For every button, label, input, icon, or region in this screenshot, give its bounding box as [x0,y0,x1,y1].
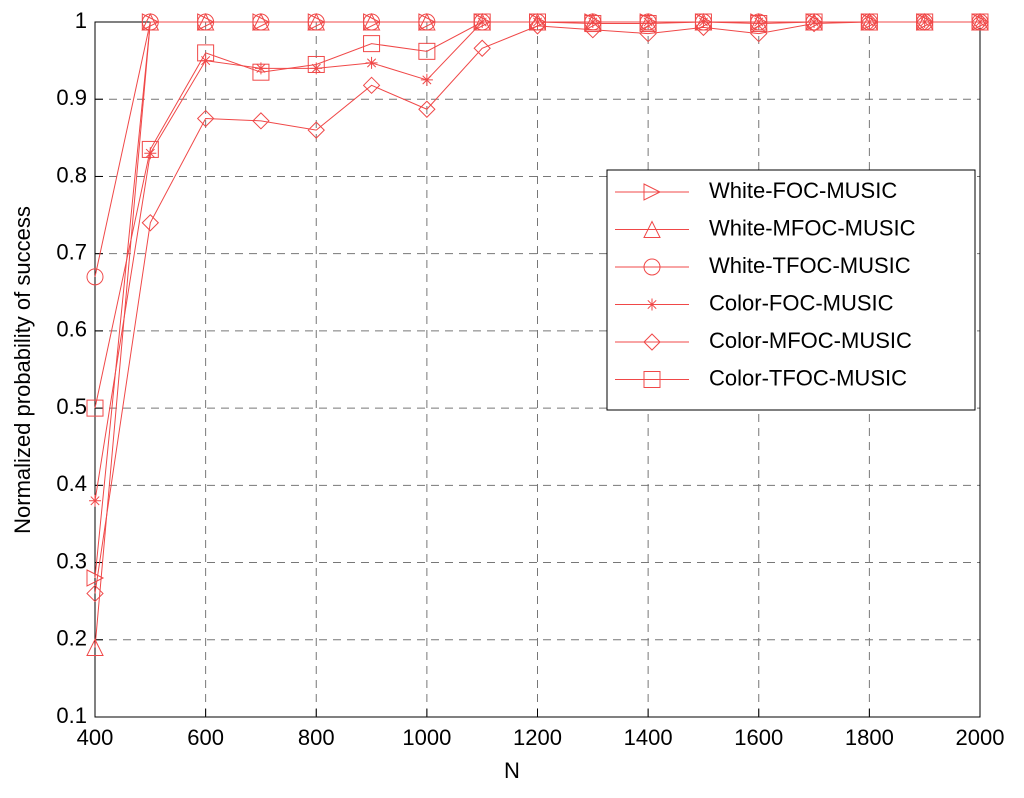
marker [141,13,159,31]
x-tick-label: 1800 [845,725,894,750]
x-tick-label: 1000 [402,725,451,750]
marker [141,140,159,158]
x-tick-label: 600 [187,725,224,750]
marker [363,35,381,53]
marker [528,17,547,35]
marker [307,121,325,139]
marker [420,73,433,86]
series-line [94,21,980,594]
marker [86,399,104,417]
legend-label: Color-MFOC-MUSIC [709,328,912,353]
marker [860,13,878,31]
marker [584,15,602,33]
x-tick-label: 1200 [513,725,562,750]
legend-marker [643,333,661,351]
marker [86,638,104,656]
marker [694,18,713,37]
marker [197,44,215,62]
marker [252,13,270,31]
legend-box [606,169,976,411]
marker [196,109,215,128]
marker [750,24,768,43]
series-line [94,21,980,409]
y-tick-label: 0.8 [56,162,87,187]
y-tick-label: 0.3 [56,548,87,573]
marker [473,39,491,57]
legend-marker [643,371,661,388]
marker [752,16,765,28]
marker [694,13,712,31]
legend-label: Color-FOC-MUSIC [709,290,894,315]
marker [252,112,270,130]
legend-label: White-MFOC-MUSIC [709,215,916,240]
x-tick-label: 2000 [956,725,1005,750]
legend-label: White-FOC-MUSIC [709,178,897,203]
y-tick-label: 0.4 [56,471,87,496]
y-tick-label: 0.7 [56,239,87,264]
marker [805,13,823,31]
y-tick-label: 0.5 [56,394,87,419]
legend-marker [643,220,661,238]
marker [252,63,270,81]
marker [639,15,657,33]
marker [86,268,104,286]
marker [310,62,323,75]
x-tick-label: 1600 [734,725,783,750]
legend-label: White-TFOC-MUSIC [709,253,911,278]
marker [418,13,436,31]
marker [805,14,823,33]
marker [418,42,436,60]
marker [529,13,546,31]
marker [473,13,491,31]
x-axis-label: N [504,758,520,783]
marker [197,13,215,31]
marker [971,13,989,31]
x-tick-label: 400 [77,725,114,750]
marker [916,13,934,31]
marker [750,15,768,33]
y-tick-label: 0.1 [56,703,87,728]
y-tick-label: 0.6 [56,317,87,342]
marker [254,62,267,75]
legend-marker [643,258,661,276]
legend-marker [643,183,662,201]
marker [584,21,602,39]
marker [642,16,655,28]
x-tick-label: 800 [298,725,335,750]
x-tick-label: 1400 [624,725,673,750]
marker [86,569,105,587]
marker [365,56,378,69]
legend-label: Color-TFOC-MUSIC [709,365,907,390]
legend-marker [646,298,658,311]
marker [307,55,325,73]
marker [418,100,436,118]
marker [144,147,157,160]
y-tick-label: 1 [75,8,87,33]
y-tick-label: 0.9 [56,85,87,110]
y-tick-label: 0.2 [56,626,87,651]
marker [307,13,325,31]
marker [86,584,104,603]
marker [89,494,101,507]
marker [141,214,160,232]
marker [362,76,381,95]
marker [363,13,381,31]
y-axis-label: Normalized probability of success [10,206,35,534]
marker [639,24,657,43]
